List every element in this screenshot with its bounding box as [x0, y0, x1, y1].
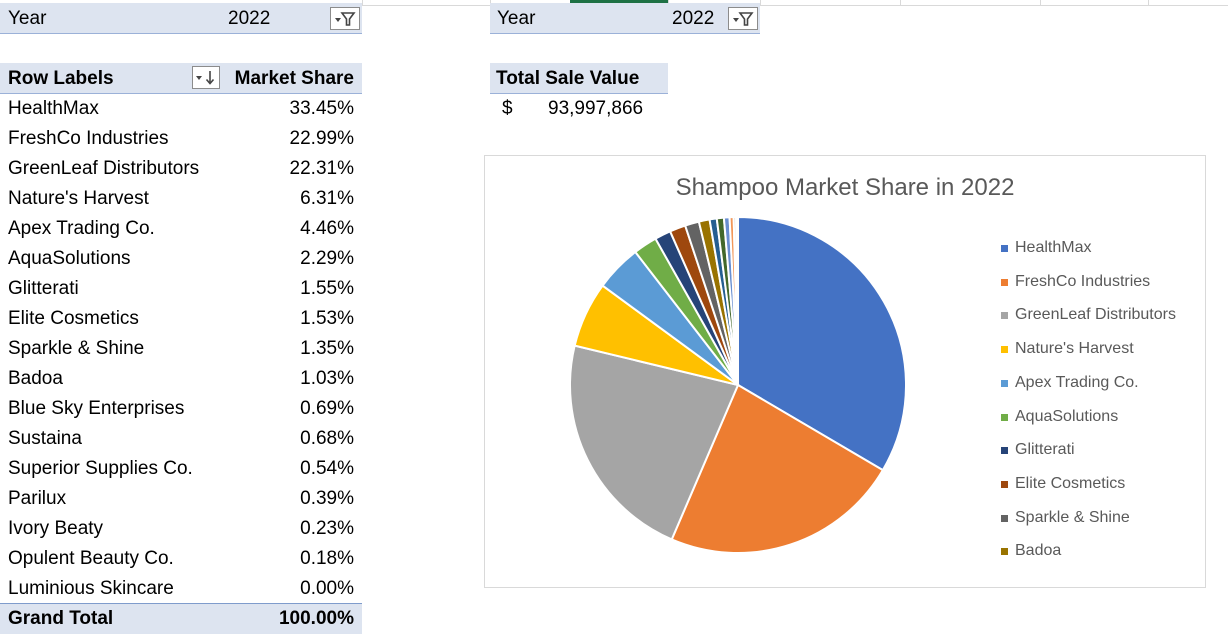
pivot-row-label: Elite Cosmetics: [8, 308, 139, 329]
legend-label: Elite Cosmetics: [1015, 474, 1126, 492]
pivot-row-value: 0.00%: [300, 578, 354, 599]
legend-swatch: [1001, 245, 1008, 252]
grand-total-value: 100.00%: [278, 608, 354, 629]
column-selection-marker: [570, 0, 668, 3]
right-filter-button[interactable]: [728, 7, 758, 30]
legend-swatch: [1001, 278, 1008, 286]
pivot-row-label: Sustaina: [8, 428, 82, 449]
legend-label: AquaSolutions: [1015, 407, 1119, 425]
pivot-row-label: Sparkle & Shine: [8, 338, 145, 359]
total-sale-amount: 93,997,866: [548, 98, 644, 119]
legend-label: GreenLeaf Distributors: [1015, 306, 1176, 324]
pivot-row-label: Luminious Skincare: [8, 578, 174, 599]
pivot-row-value: 1.35%: [300, 338, 354, 359]
pivot-row-value: 33.45%: [289, 98, 354, 119]
grand-total-label: Grand Total: [8, 608, 114, 629]
pie-slice-freshco-industries[interactable]: [670, 383, 885, 554]
total-sale-currency: $: [502, 98, 513, 119]
column-header-row-labels: Row Labels: [8, 68, 114, 89]
pivot-row-value: 22.99%: [289, 128, 354, 149]
column-header-market-share: Market Share: [234, 68, 354, 89]
pivot-row-value: 1.53%: [300, 308, 354, 329]
legend-label: Nature's Harvest: [1015, 340, 1134, 358]
pivot-row-value: 2.29%: [300, 248, 354, 269]
chart-title: Shampoo Market Share in 2022: [675, 174, 1015, 201]
pivot-row-value: 0.18%: [300, 548, 354, 569]
pie-slice-opulent-beauty-co[interactable]: [735, 215, 739, 386]
pivot-row-value: 0.68%: [300, 428, 354, 449]
left-filter-value: 2022: [228, 8, 271, 29]
pivot-row-value: 22.31%: [289, 158, 354, 179]
legend-swatch: [1001, 514, 1008, 522]
pivot-row-value: 0.39%: [300, 488, 354, 509]
sort-descending-icon: [196, 71, 215, 85]
pivot-row-label: HealthMax: [8, 98, 99, 119]
pivot-row-value: 0.54%: [300, 458, 354, 479]
legend-swatch: [1001, 480, 1008, 488]
legend-label: FreshCo Industries: [1015, 272, 1151, 290]
pivot-row-value: 6.31%: [300, 188, 354, 209]
legend-label: Apex Trading Co.: [1015, 373, 1139, 391]
legend-swatch: [1001, 379, 1008, 387]
pivot-row-value: 4.46%: [300, 218, 354, 239]
legend-label: Badoa: [1015, 542, 1062, 560]
filter-funnel-icon: [733, 12, 754, 26]
pie-chart[interactable]: Shampoo Market Share in 2022 HealthMax Fr…: [484, 155, 1206, 588]
pivot-row-label: GreenLeaf Distributors: [8, 158, 200, 179]
legend-label: Glitterati: [1015, 441, 1075, 459]
pivot-row-label: Opulent Beauty Co.: [8, 548, 174, 569]
pivot-row-value: 1.03%: [300, 368, 354, 389]
legend-swatch: [1001, 413, 1008, 421]
pivot-row-label: Ivory Beaty: [8, 518, 104, 539]
legend-swatch: [1001, 312, 1008, 320]
pie-chart-plot: [569, 215, 907, 554]
pivot-row-label: AquaSolutions: [8, 248, 131, 269]
pivot-row-label: Apex Trading Co.: [8, 218, 155, 239]
pivot-row-label: Glitterati: [8, 278, 79, 299]
pivot-row-label: Parilux: [8, 488, 67, 509]
pivot-row-label: Blue Sky Enterprises: [8, 398, 185, 419]
row-labels-sort-button[interactable]: [192, 66, 220, 89]
pivot-row-value: 0.23%: [300, 518, 354, 539]
pie-slice-healthmax[interactable]: [737, 215, 907, 472]
legend-swatch: [1001, 447, 1008, 455]
legend-swatch: [1001, 346, 1008, 354]
pivot-row-value: 0.69%: [300, 398, 354, 419]
pivot-row-label: Superior Supplies Co.: [8, 458, 193, 479]
pivot-row-value: 1.55%: [300, 278, 354, 299]
right-filter-value: 2022: [672, 8, 715, 29]
left-filter-button[interactable]: [330, 7, 360, 30]
legend-label: Sparkle & Shine: [1015, 508, 1130, 526]
pivot-row-label: Nature's Harvest: [8, 188, 149, 209]
pie-slice-greenleaf-distributors[interactable]: [569, 344, 740, 541]
pivot-row-label: FreshCo Industries: [8, 128, 169, 149]
pivot-row-label: Badoa: [8, 368, 63, 389]
total-sale-header: Total Sale Value: [496, 68, 640, 89]
legend-label: HealthMax: [1015, 239, 1092, 256]
left-filter-label: Year: [8, 8, 47, 29]
right-filter-label: Year: [497, 8, 536, 29]
legend-swatch: [1001, 548, 1008, 556]
filter-funnel-icon: [335, 12, 356, 26]
